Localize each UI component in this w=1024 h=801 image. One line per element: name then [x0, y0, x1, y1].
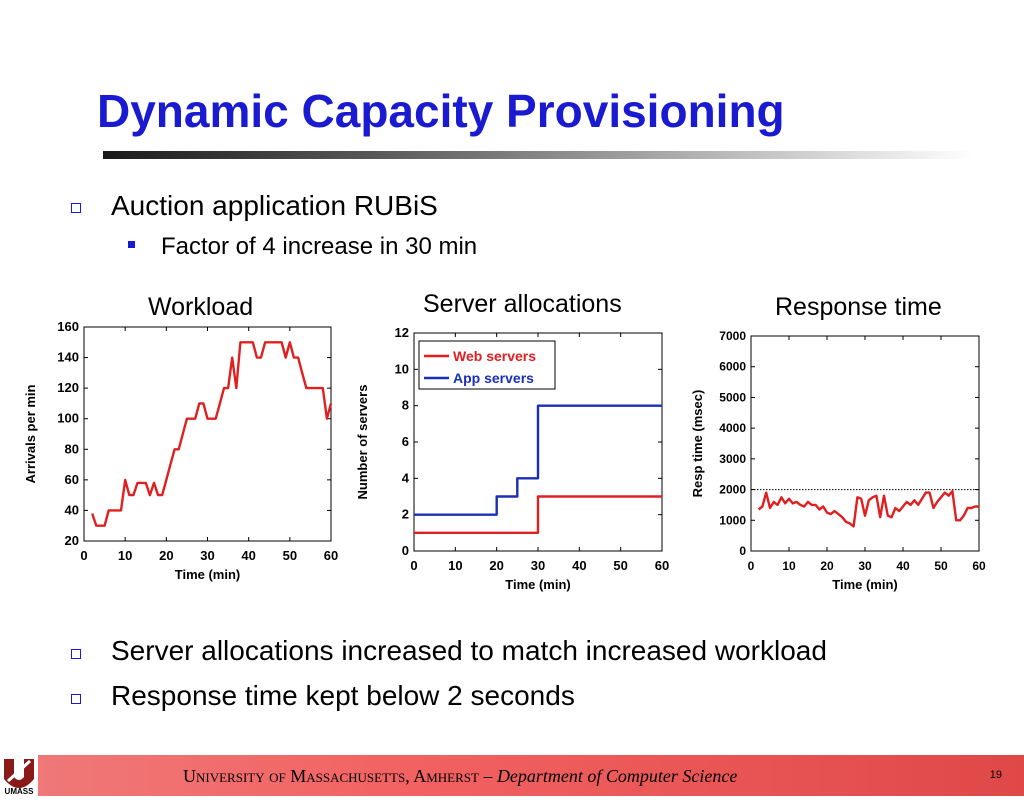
x-tick-label: 40 [572, 558, 586, 573]
x-tick-label: 30 [858, 559, 872, 573]
footer-separator: – [483, 766, 493, 786]
x-tick-label: 30 [200, 548, 214, 563]
y-tick-label: 2000 [719, 483, 746, 497]
bullet-rubis: Auction application RUBiS [111, 190, 438, 221]
bullet-square-icon [71, 203, 81, 213]
y-tick-label: 5000 [719, 390, 746, 404]
page-number: 19 [989, 769, 1002, 781]
series-line-app-servers [414, 404, 662, 516]
plot-frame [750, 335, 980, 552]
y-tick-label: 40 [65, 502, 79, 517]
sub-bullet-increase: Factor of 4 increase in 30 min [161, 233, 478, 260]
footer-bar: UMASS University of Massachusetts, Amher… [0, 755, 1024, 796]
y-tick-label: 160 [57, 319, 79, 334]
y-tick-label: 60 [65, 472, 79, 487]
x-tick-label: 10 [448, 558, 462, 573]
x-tick-label: 0 [748, 559, 755, 573]
y-tick-label: 8 [402, 398, 409, 413]
legend-entry: App servers [453, 370, 534, 386]
chart-1: 0 10 20 30 40 50 60 0 2 4 6 8 10 12 Time (min) Number o… [355, 325, 669, 592]
chart-0: 0 10 20 30 40 50 60 20 40 60 80 100 120 140 160 Time (m… [23, 319, 338, 582]
y-axis-label: Arrivals per min [23, 384, 38, 483]
x-tick-label: 20 [159, 548, 173, 563]
footer-department: Department of Computer Science [496, 766, 738, 786]
chart-title-server-allocations: Server allocations [423, 290, 622, 318]
y-axis-label: Number of servers [355, 385, 370, 500]
y-tick-label: 140 [57, 350, 79, 365]
y-tick-label: 4000 [719, 421, 746, 435]
umass-logo-icon: UMASS [4, 759, 35, 796]
y-tick-label: 10 [395, 361, 409, 376]
bullet-square-icon [71, 649, 81, 659]
x-tick-label: 60 [655, 558, 669, 573]
chart-2: 0 10 20 30 40 50 60 0 1000 2000 3000 4000 5000 6000 70… [690, 329, 986, 592]
x-tick-label: 20 [820, 559, 834, 573]
chart-title-response-time: Response time [775, 293, 942, 321]
x-tick-label: 50 [934, 559, 948, 573]
sub-bullet-square-icon [128, 241, 135, 248]
y-tick-label: 0 [402, 543, 409, 558]
series-line-0 [757, 489, 979, 528]
series-line-0 [91, 341, 333, 527]
x-axis-label: Time (min) [175, 567, 241, 582]
title-underline [103, 151, 973, 159]
x-axis-label: Time (min) [505, 577, 571, 592]
x-tick-label: 10 [118, 548, 132, 563]
x-tick-label: 20 [489, 558, 503, 573]
bullet-response-time: Response time kept below 2 seconds [111, 680, 575, 711]
x-tick-label: 0 [80, 548, 87, 563]
x-tick-label: 0 [410, 558, 417, 573]
bullet-server-allocations: Server allocations increased to match in… [111, 635, 827, 666]
y-tick-label: 120 [57, 380, 79, 395]
y-tick-label: 20 [65, 533, 79, 548]
legend-box [418, 340, 556, 390]
y-tick-label: 7000 [719, 329, 746, 343]
y-tick-label: 0 [739, 544, 746, 558]
y-tick-label: 80 [65, 441, 79, 456]
series-line-web-servers [414, 495, 662, 534]
y-axis-label: Resp time (msec) [690, 390, 705, 498]
y-tick-label: 12 [395, 325, 409, 340]
y-tick-label: 6000 [719, 360, 746, 374]
x-tick-label: 10 [782, 559, 796, 573]
x-tick-label: 60 [324, 548, 338, 563]
x-tick-label: 50 [283, 548, 297, 563]
x-tick-label: 60 [972, 559, 986, 573]
x-axis-label: Time (min) [832, 577, 898, 592]
bullet-square-icon [71, 694, 81, 704]
x-tick-label: 30 [531, 558, 545, 573]
y-tick-label: 2 [402, 507, 409, 522]
chart-title-workload: Workload [148, 293, 254, 321]
legend-entry: Web servers [453, 348, 536, 364]
y-tick-label: 1000 [719, 513, 746, 527]
umass-logo: UMASS [0, 755, 38, 796]
y-tick-label: 100 [57, 411, 79, 426]
footer-credit: University of Massachusetts, Amherst – D… [183, 766, 737, 787]
y-tick-label: 3000 [719, 452, 746, 466]
y-tick-label: 6 [402, 434, 409, 449]
x-tick-label: 40 [896, 559, 910, 573]
x-tick-label: 40 [241, 548, 255, 563]
x-tick-label: 50 [613, 558, 627, 573]
y-tick-label: 4 [402, 470, 410, 485]
footer-university: University of Massachusetts, Amherst [183, 766, 479, 786]
logo-text: UMASS [5, 787, 35, 796]
slide-title: Dynamic Capacity Provisioning [97, 85, 785, 137]
